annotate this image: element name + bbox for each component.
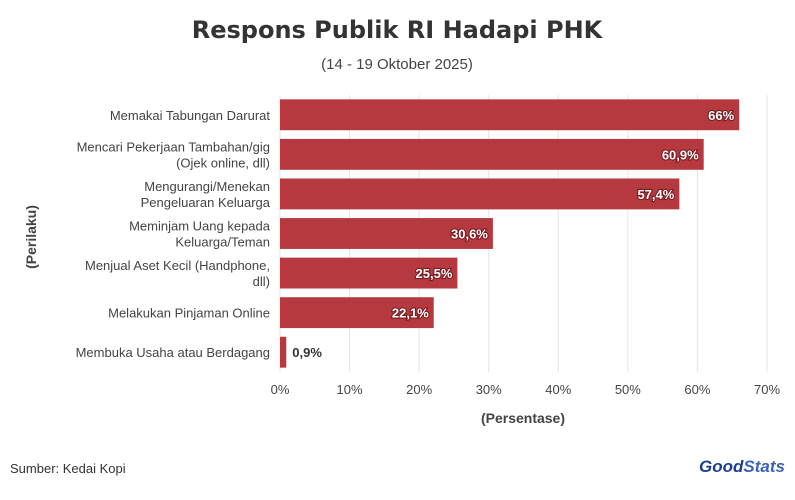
bar-value-label: 0,9% [292, 345, 322, 360]
category-label: Mencari Pekerjaan Tambahan/gig [77, 139, 270, 154]
x-tick-label: 0% [271, 382, 290, 397]
category-label: (Ojek online, dll) [176, 155, 270, 170]
bar [280, 178, 680, 210]
x-tick-label: 40% [545, 382, 571, 397]
x-tick-label: 60% [684, 382, 710, 397]
category-label: Memakai Tabungan Darurat [110, 108, 271, 123]
category-label: Meminjam Uang kepada [129, 219, 271, 234]
bar [280, 336, 287, 368]
bar-value-label: 30,6% [451, 227, 488, 242]
source-note: Sumber: Kedai Kopi [10, 461, 126, 476]
category-label: Keluarga/Teman [175, 235, 270, 250]
bar [280, 257, 458, 289]
category-label: dll) [253, 274, 270, 289]
category-label: Pengeluaran Keluarga [141, 195, 271, 210]
category-label: Membuka Usaha atau Berdagang [76, 345, 270, 360]
chart-subtitle: (14 - 19 Oktober 2025) [321, 56, 473, 73]
bar-value-label: 60,9% [662, 147, 699, 162]
bar-value-label: 57,4% [637, 187, 674, 202]
category-label: Menjual Aset Kecil (Handphone, [85, 258, 270, 273]
x-tick-label: 30% [476, 382, 502, 397]
bar [280, 99, 740, 131]
category-label: Melakukan Pinjaman Online [108, 306, 270, 321]
category-labels: Memakai Tabungan Darurat Mencari Pekerjaa… [76, 108, 271, 360]
x-tick-labels: 0% 10% 20% 30% 40% 50% 60% 70% [271, 382, 781, 397]
bar [280, 138, 704, 170]
bar-value-label: 25,5% [416, 266, 453, 281]
chart-title: Respons Publik RI Hadapi PHK [192, 16, 604, 44]
x-tick-label: 70% [754, 382, 780, 397]
bars: 66% 60,9% 57,4% 30,6% 25,5% 22,1% 0,9% [280, 99, 740, 368]
logo-part-stats: Stats [743, 457, 785, 476]
goodstats-logo: GoodStats [699, 457, 785, 477]
x-tick-label: 10% [337, 382, 363, 397]
bar-value-label: 66% [708, 108, 734, 123]
x-axis-title: (Persentase) [481, 410, 565, 426]
bar-value-label: 22,1% [392, 306, 429, 321]
x-tick-label: 20% [406, 382, 432, 397]
y-axis-title: (Perilaku) [23, 205, 39, 269]
bar [280, 218, 493, 249]
x-tick-label: 50% [615, 382, 641, 397]
bar [280, 297, 434, 329]
category-label: Mengurangi/Menekan [144, 179, 270, 194]
logo-part-good: Good [699, 457, 744, 476]
